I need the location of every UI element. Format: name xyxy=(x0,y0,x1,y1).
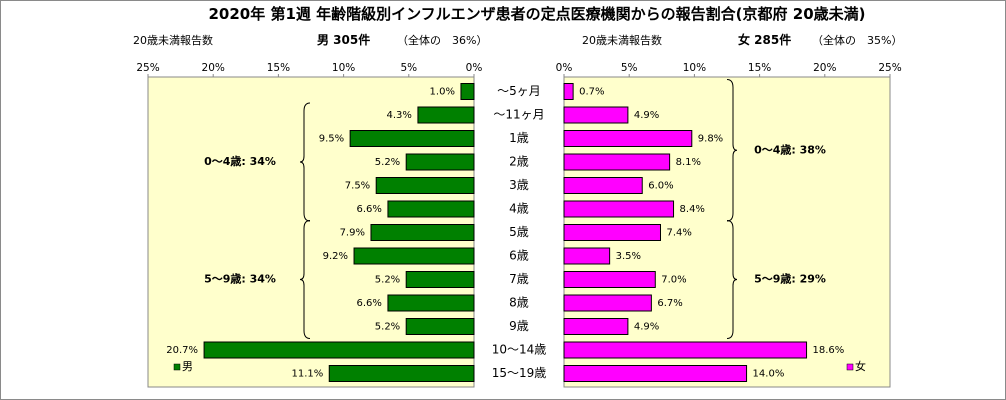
female-value-label: 4.9% xyxy=(634,322,659,333)
female-bar xyxy=(563,365,748,382)
male-bar xyxy=(387,200,475,218)
right-tick-label: 5% xyxy=(621,62,638,74)
right-summary: 女 285件 xyxy=(738,32,791,47)
right-tick-label: 20% xyxy=(813,62,836,74)
male-value-label: 4.3% xyxy=(387,110,412,121)
female-bar xyxy=(563,318,629,335)
male-value-label: 1.0% xyxy=(430,87,455,98)
legend-male-label: 男 xyxy=(182,360,193,373)
female-bar xyxy=(563,341,808,359)
female-value-label: 14.0% xyxy=(753,369,785,380)
male-value-label: 6.6% xyxy=(357,204,382,215)
female-bar xyxy=(563,271,656,288)
male-value-label: 7.9% xyxy=(340,228,365,239)
male-value-label: 6.6% xyxy=(357,298,382,309)
male-bar xyxy=(375,177,475,194)
right-tick-label: 25% xyxy=(878,62,901,74)
category-label: 1歳 xyxy=(509,131,529,145)
right-tick-label: 0% xyxy=(556,62,573,74)
category-label: 〜11ヶ月 xyxy=(493,108,544,122)
left-share: （全体の 36%） xyxy=(397,33,487,47)
legend-male-swatch xyxy=(173,363,181,371)
left-tick-label: 20% xyxy=(202,62,225,74)
category-label: 3歳 xyxy=(509,178,529,192)
male-value-label: 9.2% xyxy=(323,251,348,262)
female-bar xyxy=(563,177,643,194)
category-label: 8歳 xyxy=(509,296,529,310)
category-label: 2歳 xyxy=(509,155,529,169)
category-label: 4歳 xyxy=(509,202,529,216)
legend-female-label: 女 xyxy=(855,359,866,373)
male-bar xyxy=(387,294,475,312)
left-group-brace xyxy=(299,102,311,222)
legend-female-swatch xyxy=(846,363,854,371)
female-value-label: 7.0% xyxy=(661,275,686,286)
female-value-label: 6.7% xyxy=(657,298,682,309)
female-value-label: 0.7% xyxy=(579,87,604,98)
male-value-label: 5.2% xyxy=(375,275,400,286)
male-value-label: 5.2% xyxy=(375,322,400,333)
right-group-brace xyxy=(726,79,738,222)
male-value-label: 9.5% xyxy=(319,134,344,145)
female-value-label: 7.4% xyxy=(666,228,691,239)
female-bar xyxy=(563,200,675,218)
chart-title: 2020年 第1週 年齢階級別インフルエンザ患者の定点医療機関からの報告割合(京… xyxy=(209,5,866,23)
male-bar xyxy=(460,83,475,100)
female-bar xyxy=(563,153,671,171)
male-bar xyxy=(405,271,475,288)
left-tick-label: 5% xyxy=(400,62,417,74)
left-tick-label: 0% xyxy=(466,62,483,74)
male-bar xyxy=(405,153,475,171)
female-value-label: 9.8% xyxy=(698,134,723,145)
male-bar xyxy=(417,106,475,124)
male-bar xyxy=(405,318,475,335)
female-value-label: 18.6% xyxy=(813,345,845,356)
right-group-brace xyxy=(726,220,738,339)
female-bar xyxy=(563,83,574,100)
category-label: 10〜14歳 xyxy=(492,343,547,357)
female-value-label: 6.0% xyxy=(648,181,673,192)
female-value-label: 3.5% xyxy=(616,251,641,262)
left-axis-title: 20歳未満報告数 xyxy=(133,34,213,47)
category-label: 15〜19歳 xyxy=(492,366,547,380)
female-value-label: 8.1% xyxy=(676,157,701,168)
left-group-brace xyxy=(299,220,311,339)
female-value-label: 8.4% xyxy=(680,204,705,215)
female-bar xyxy=(563,130,693,147)
category-label: 7歳 xyxy=(509,272,529,286)
category-label: 6歳 xyxy=(509,249,529,263)
category-label: 9歳 xyxy=(509,319,529,333)
right-share: （全体の 35%） xyxy=(812,33,902,47)
male-bar xyxy=(349,130,475,147)
female-bar xyxy=(563,106,629,124)
left-tick-label: 10% xyxy=(332,62,355,74)
right-tick-label: 10% xyxy=(683,62,706,74)
female-value-label: 4.9% xyxy=(634,110,659,121)
female-bar xyxy=(563,247,611,265)
right-axis-title: 20歳未満報告数 xyxy=(582,34,662,47)
male-bar xyxy=(353,247,475,265)
left-group-label: 5〜9歳: 34% xyxy=(204,272,276,286)
left-tick-label: 25% xyxy=(136,62,159,74)
female-bar xyxy=(563,294,652,312)
left-group-label: 0〜4歳: 34% xyxy=(204,154,276,168)
male-bar xyxy=(203,341,475,359)
right-group-label: 0〜4歳: 38% xyxy=(754,142,826,156)
left-tick-label: 15% xyxy=(267,62,290,74)
category-label: 〜5ヶ月 xyxy=(497,84,541,98)
right-tick-label: 15% xyxy=(748,62,771,74)
female-bar xyxy=(563,224,661,241)
male-bar xyxy=(328,365,475,382)
male-value-label: 5.2% xyxy=(375,157,400,168)
male-value-label: 20.7% xyxy=(166,345,198,356)
male-value-label: 11.1% xyxy=(291,369,323,380)
category-label: 5歳 xyxy=(509,225,529,239)
male-value-label: 7.5% xyxy=(345,181,370,192)
male-bar xyxy=(370,224,475,241)
right-group-label: 5〜9歳: 29% xyxy=(754,272,826,286)
left-summary: 男 305件 xyxy=(317,32,370,47)
